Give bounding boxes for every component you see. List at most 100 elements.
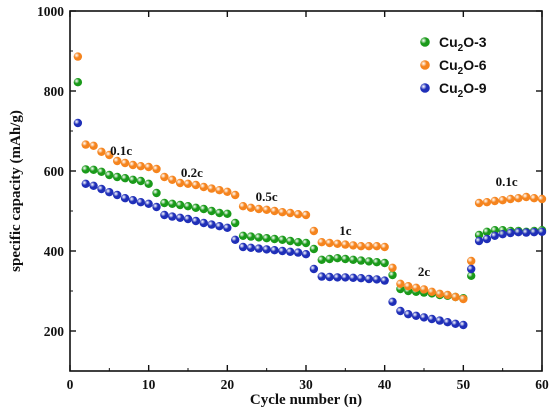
y-tick-label: 800: [44, 84, 65, 99]
data-point-o-6: [168, 175, 177, 184]
data-point-o-9: [427, 314, 437, 324]
data-point-o-3: [215, 208, 224, 218]
data-point-o-6: [333, 239, 342, 248]
data-point-o-6: [136, 162, 145, 171]
legend-label: Cu2O-3: [439, 34, 487, 54]
data-point-o-9: [160, 210, 169, 220]
data-point-o-3: [223, 209, 232, 218]
legend-marker: [420, 60, 430, 70]
data-point-o-9: [522, 228, 531, 237]
data-point-o-3: [301, 238, 311, 248]
x-tick-label: 20: [221, 377, 235, 392]
data-point-o-6: [223, 187, 232, 196]
data-point-o-3: [105, 170, 114, 180]
data-point-o-9: [199, 218, 208, 228]
data-point-o-9: [120, 194, 130, 203]
data-point-o-3: [293, 238, 303, 247]
data-point-o-3: [199, 204, 208, 214]
data-point-o-9: [490, 231, 499, 240]
legend-label: Cu2O-6: [439, 57, 487, 77]
data-point-o-3: [467, 271, 476, 280]
data-point-o-9: [262, 245, 271, 254]
data-point-o-6: [238, 202, 248, 211]
x-tick-label: 0: [67, 377, 74, 392]
data-point-o-6: [231, 190, 240, 200]
data-point-o-6: [325, 238, 334, 248]
data-point-o-6: [537, 194, 547, 204]
data-point-o-9: [309, 264, 319, 274]
data-point-o-9: [364, 274, 374, 284]
data-point-o-6: [419, 285, 429, 294]
data-point-o-9: [175, 213, 185, 222]
data-point-o-9: [128, 196, 138, 205]
data-point-o-3: [262, 234, 271, 243]
data-point-o-6: [144, 162, 153, 172]
data-point-o-9: [349, 273, 358, 282]
y-tick-label: 400: [44, 244, 65, 259]
data-point-o-9: [81, 179, 90, 188]
data-point-o-6: [97, 147, 106, 156]
data-point-o-9: [372, 275, 381, 284]
data-point-o-3: [286, 236, 295, 246]
data-point-o-6: [467, 256, 476, 266]
x-tick-label: 10: [142, 377, 156, 392]
data-point-o-9: [207, 220, 216, 229]
data-point-o-6: [199, 182, 208, 192]
data-point-o-6: [317, 238, 326, 247]
data-point-o-6: [498, 196, 507, 205]
data-point-o-6: [152, 164, 161, 174]
data-point-o-3: [160, 198, 169, 208]
data-point-o-6: [128, 160, 138, 170]
y-tick-label: 200: [44, 324, 65, 339]
x-tick-label: 30: [299, 377, 313, 392]
data-point-o-9: [380, 276, 389, 285]
legend-label: Cu2O-9: [439, 80, 487, 100]
data-point-o-9: [278, 246, 287, 256]
data-point-o-6: [372, 242, 381, 251]
data-point-o-9: [254, 244, 263, 253]
rate-annotation: 0.1c: [496, 174, 518, 189]
data-point-o-3: [120, 174, 130, 183]
data-point-o-3: [349, 255, 358, 264]
data-point-o-9: [396, 306, 405, 316]
data-point-o-6: [459, 294, 468, 304]
data-point-o-6: [89, 141, 98, 150]
data-point-o-3: [372, 258, 381, 267]
data-point-o-9: [73, 118, 83, 128]
data-point-o-3: [278, 235, 287, 244]
data-point-o-6: [388, 263, 397, 272]
data-point-o-9: [474, 236, 484, 246]
data-point-o-3: [81, 165, 90, 174]
data-point-o-9: [514, 228, 523, 237]
data-point-o-3: [474, 230, 484, 240]
data-point-o-6: [427, 287, 437, 296]
x-tick-label: 60: [535, 377, 549, 392]
data-point-o-9: [356, 274, 366, 283]
data-point-o-3: [191, 203, 201, 212]
data-point-o-9: [537, 227, 547, 236]
data-point-o-3: [388, 270, 397, 280]
data-point-o-6: [113, 156, 122, 166]
data-point-o-6: [191, 180, 201, 190]
data-point-o-9: [286, 247, 295, 256]
data-point-o-6: [404, 282, 413, 291]
data-point-o-9: [404, 310, 413, 319]
data-point-o-6: [529, 194, 539, 203]
data-point-o-3: [113, 172, 122, 182]
data-point-o-9: [467, 264, 476, 274]
data-point-o-9: [419, 313, 429, 322]
x-axis-title: Cycle number (n): [250, 392, 362, 408]
data-point-o-9: [246, 243, 256, 252]
data-point-o-9: [529, 228, 539, 237]
data-point-o-6: [73, 52, 83, 61]
data-point-o-6: [160, 172, 169, 182]
data-point-o-9: [451, 319, 460, 328]
data-point-o-3: [482, 227, 492, 236]
data-point-o-9: [270, 246, 279, 255]
data-point-o-9: [191, 216, 201, 226]
data-point-o-9: [144, 199, 153, 208]
data-point-o-9: [89, 181, 98, 190]
rate-annotation: 0.1c: [110, 143, 132, 158]
data-point-o-6: [262, 205, 271, 214]
